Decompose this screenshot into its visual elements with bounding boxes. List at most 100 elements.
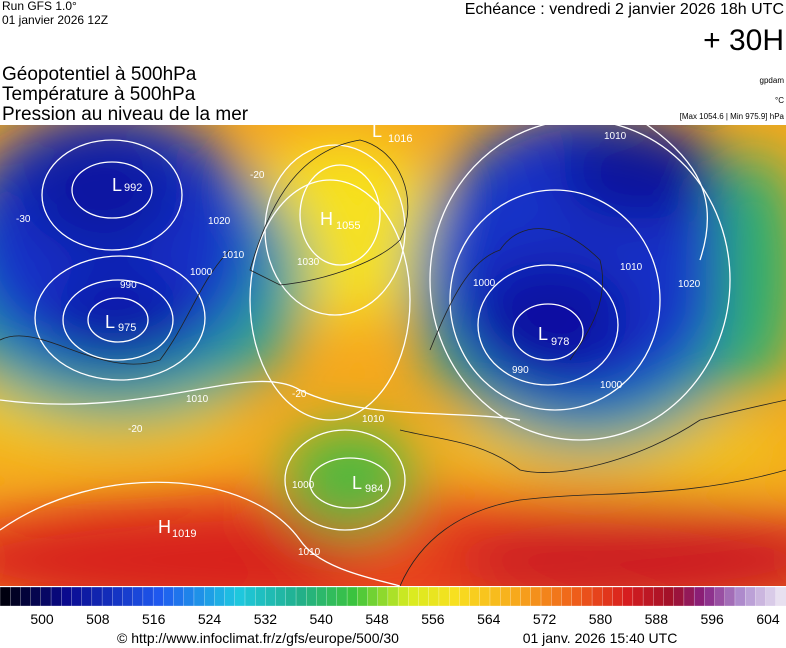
- colorbar-cell: [285, 586, 297, 607]
- colorbar-cell: [204, 586, 216, 607]
- colorbar-cell: [10, 586, 22, 607]
- isobar-label: 990: [512, 365, 529, 376]
- colorbar-tick-label: 540: [310, 611, 334, 627]
- pressure-center: L: [352, 473, 362, 493]
- colorbar-cell: [295, 586, 307, 607]
- colorbar-cell: [489, 586, 501, 607]
- pressure-center: H: [158, 517, 171, 537]
- pressure-center-value: 1055: [336, 220, 360, 232]
- title-line: Pression au niveau de la mer: [2, 104, 249, 125]
- colorbar-cell: [673, 586, 685, 607]
- isobar-label: 1010: [186, 394, 209, 405]
- colorbar-cell: [377, 586, 389, 607]
- colorbar-cell: [765, 586, 777, 607]
- pressure-center-value: 1019: [172, 528, 196, 540]
- colorbar-cell: [520, 586, 532, 607]
- title-line: Température à 500hPa: [2, 84, 196, 105]
- colorbar-tick-label: 580: [589, 611, 613, 627]
- isobar-label: 1010: [222, 250, 245, 261]
- colorbar-cell: [540, 586, 552, 607]
- colorbar-cell: [326, 586, 338, 607]
- isobar-label: 1030: [297, 257, 320, 268]
- colorbar-cell: [448, 586, 461, 607]
- colorbar-cell: [234, 586, 246, 607]
- unit-label: [Max 1054.6 | Min 975.9] hPa: [680, 112, 785, 121]
- colorbar-cell: [214, 586, 226, 607]
- colorbar-tick-label: 556: [421, 611, 445, 627]
- colorbar-tick-label: 588: [645, 611, 669, 627]
- colorbar-tick-label: 500: [30, 611, 54, 627]
- isobar-label: 1010: [298, 547, 321, 558]
- temperature-label: -20: [292, 389, 307, 400]
- isobar-label: 1000: [600, 380, 623, 391]
- pressure-center-value: 1016: [388, 133, 412, 145]
- unit-label: gpdam: [760, 76, 785, 85]
- colorbar-cell: [142, 586, 154, 607]
- valid-time: Echéance : vendredi 2 janvier 2026 18h U…: [465, 1, 784, 18]
- unit-label: °C: [775, 96, 784, 105]
- colorbar-tick-label: 532: [254, 611, 278, 627]
- run-date: 01 janvier 2026 12Z: [2, 13, 108, 27]
- pressure-center-value: 984: [365, 483, 383, 495]
- colorbar-cell: [602, 586, 614, 607]
- temperature-label: -20: [250, 170, 265, 181]
- colorbar-cell: [755, 586, 767, 607]
- colorbar-cell: [428, 586, 440, 607]
- pressure-center-value: 978: [551, 336, 569, 348]
- colorbar-cell: [387, 586, 399, 607]
- colorbar-cell: [152, 586, 164, 607]
- colorbar-cell: [397, 586, 409, 607]
- run-label: Run GFS 1.0°: [2, 0, 77, 13]
- colorbar-cell: [122, 586, 134, 607]
- colorbar-cell: [591, 586, 603, 607]
- colorbar-cell: [71, 586, 83, 607]
- colorbar-tick-label: 524: [198, 611, 222, 627]
- colorbar-tick-label: 604: [756, 611, 780, 627]
- isobar-label: 1010: [620, 262, 643, 273]
- colorbar-cell: [581, 586, 593, 607]
- isobar-label: 1010: [362, 414, 385, 425]
- colorbar-cell: [612, 586, 624, 607]
- colorbar-cell: [693, 586, 705, 607]
- colorbar-cell: [724, 586, 736, 607]
- pressure-center-value: 992: [124, 182, 142, 194]
- colorbar-cell: [459, 586, 471, 607]
- isobar-label: 1010: [604, 131, 627, 142]
- colorbar-tick-label: 596: [700, 611, 724, 627]
- title-line: Géopotentiel à 500hPa: [2, 64, 197, 85]
- colorbar-cell: [622, 586, 634, 607]
- colorbar-cell: [173, 586, 185, 607]
- colorbar-tick-label: 548: [365, 611, 389, 627]
- pressure-center: L: [112, 175, 122, 195]
- colorbar-cell: [408, 586, 420, 607]
- colorbar-cell: [704, 586, 716, 607]
- isobar-label: 1020: [208, 216, 231, 227]
- isobar-label: 990: [120, 280, 137, 291]
- colorbar-cell: [101, 586, 113, 607]
- colorbar-cell: [275, 586, 287, 607]
- pressure-center: L: [105, 312, 115, 332]
- colorbar-cell: [663, 586, 675, 607]
- colorbar-cell: [530, 586, 542, 607]
- pressure-center: L: [538, 324, 548, 344]
- colorbar-cell: [653, 586, 665, 607]
- colorbar-cell: [561, 586, 573, 607]
- isobar-label: 1000: [292, 480, 315, 491]
- map: L 992 L 975 H 1055 L 978 L 984 H 1019 L …: [0, 125, 786, 586]
- colorbar-cell: [346, 586, 358, 607]
- temperature-label: -20: [128, 424, 143, 435]
- pressure-center-value: 975: [118, 322, 136, 334]
- pressure-center: H: [320, 209, 333, 229]
- colorbar-cell: [50, 586, 62, 607]
- timestamp: 01 janv. 2026 15:40 UTC: [523, 630, 678, 646]
- colorbar-cell: [479, 586, 491, 607]
- forecast-offset: + 30H: [703, 24, 784, 57]
- colorbar-cell: [316, 586, 328, 607]
- colorbar-cell: [632, 586, 644, 607]
- colorbar-tick-label: 572: [533, 611, 557, 627]
- colorbar: 500 508 516 524 532 540 548 556 564 572 580 588 596 6…: [0, 586, 786, 627]
- colorbar-cell: [734, 586, 746, 607]
- colorbar-cell: [20, 586, 32, 607]
- colorbar-cell: [367, 586, 379, 607]
